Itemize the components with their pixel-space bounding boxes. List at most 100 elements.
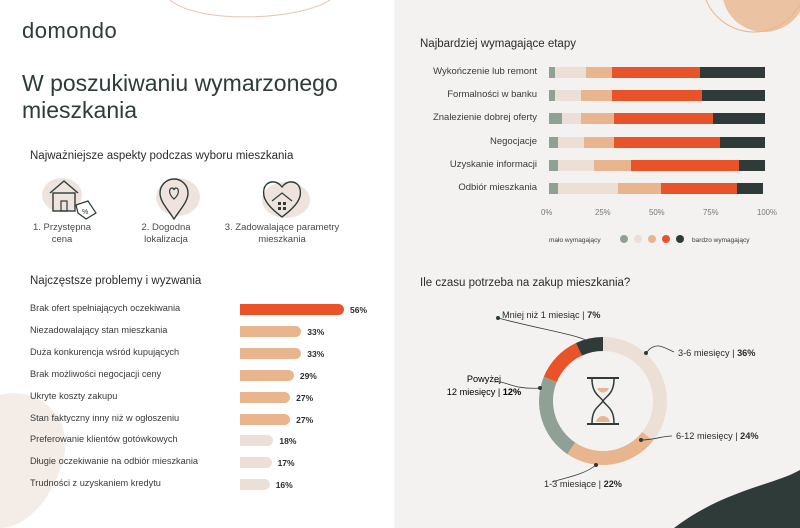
legend-dot [634,235,642,243]
x-tick-label: 100% [757,208,777,217]
stages-chart: Wykończenie lub remont Formalności w bank… [394,0,800,270]
stage-segment [631,159,740,171]
donut-slice [576,337,603,356]
problem-label: Brak ofert spełniających oczekiwania [30,303,181,313]
problem-label: Trudności z uzyskaniem kredytu [30,478,161,489]
problem-value-label: 33% [307,348,325,359]
donut-label: Powyżej [467,374,501,384]
stage-segment [739,159,765,171]
stages-chart-title: Najbardziej wymagające etapy [420,38,576,50]
x-tick-label: 50% [649,208,665,217]
stage-label: Formalności w banku [447,89,537,101]
stage-segment [719,136,765,148]
callout-line [497,317,589,342]
problem-value-label: 56% [350,305,368,315]
problem-bar [240,435,274,447]
callout-line [551,464,597,483]
donut-chart-title: Ile czasu potrzeba na zakup mieszkania? [420,277,631,289]
location-pin-heart-icon [159,178,189,221]
aspects-title: Najważniejsze aspekty podczas wyboru mie… [30,150,294,162]
legend-dot [620,235,628,243]
stage-segment [557,183,619,194]
callout-dot [594,463,598,467]
problem-value-label: 27% [296,392,314,403]
stage-segment [549,90,556,102]
legend-dot [662,235,670,243]
svg-text:%: % [82,209,88,216]
stage-segment [585,67,612,78]
problem-value-label: 18% [279,436,297,447]
stage-segment [549,183,558,194]
callout-line [645,345,675,354]
callout-dot [639,438,643,442]
stage-label: Wykończenie lub remont [433,66,537,77]
problem-label: Ukryte koszty zakupu [30,390,118,401]
stage-segment [611,90,703,102]
stage-label: Odbiór mieszkania [458,182,537,193]
donut-slice [539,376,576,455]
brand-logo[interactable]: domondo [22,18,118,43]
stage-label: Uzyskanie informacji [449,158,537,170]
stage-segment [561,113,582,125]
callout-dot [496,316,500,320]
x-tick-label: 0% [541,208,553,217]
callout-dot [538,386,542,390]
stage-label: Negocjacje [490,135,537,147]
stage-segment [549,159,558,171]
stage-segment [702,90,765,102]
stage-segment [661,183,737,194]
stage-segment [581,113,614,125]
problems-chart-title: Najczęstsze problemy i wyzwania [30,275,202,287]
problem-bar [240,347,302,359]
problem-label: Długie oczekiwanie na odbiór mieszkania [30,456,199,467]
right-panel: Najbardziej wymagające etapy Wykończenie… [394,0,800,528]
icon-background [262,182,310,218]
stage-segment [549,67,556,78]
stage-segment [549,113,562,125]
donut-label: 1-3 miesiące | 22% [544,479,622,489]
problem-label: Duża konkurencja wśród kupujących [30,346,180,357]
problem-bar [240,457,272,469]
heart-house-icon [262,181,302,218]
stage-segment [613,136,720,148]
problem-value-label: 27% [296,414,314,425]
stage-segment [700,67,765,78]
problem-value-label: 29% [299,370,317,381]
stage-label: Znalezienie dobrej oferty [432,112,537,124]
decorative-shapes [674,0,800,528]
callout-line [640,435,673,441]
problem-value-label: 17% [277,458,295,469]
problem-label: Stan faktyczny inny niż w ogłoszeniu [30,412,180,423]
stage-segment [581,90,612,102]
callout-line [493,381,541,389]
stage-segment [618,183,662,194]
x-tick-label: 25% [595,208,611,217]
house-price-tag-icon: % [49,180,97,220]
problem-label: Brak możliwości negocjacji ceny [30,368,162,379]
legend-left-label: mało wymagający [549,237,601,244]
stage-segment [549,136,558,148]
problem-value-label: 16% [275,480,293,491]
problem-bar [240,369,294,381]
problems-chart: Brak ofert spełniających oczekiwania 56% N… [0,0,394,528]
callout-dot [644,351,648,355]
problem-label: Niezadowalający stan mieszkania [30,324,168,335]
stage-segment [736,183,763,194]
donut-slice [567,432,654,465]
donut-chart: 3-6 miesięcy | 36% 6-12 miesięcy | 24% 1-3… [447,310,759,489]
aspect-label-location: 2. Dogodna lokalizacja [141,222,191,245]
problem-value-label: 33% [307,326,325,337]
problem-bar [240,304,344,315]
problem-bar [240,479,270,491]
donut-label: Mniej niż 1 miesiąc | 7% [502,310,600,320]
donut-label: 12 miesięcy | 12% [447,387,521,397]
problem-label: Preferowanie klientów gotówkowych [30,434,178,445]
legend-dot [648,235,656,243]
stage-segment [555,90,582,102]
donut-slice [603,337,667,441]
legend-dot [676,235,684,243]
stage-segment [611,67,701,78]
stage-segment [613,113,714,125]
left-panel: domondo W poszukiwaniu wymarzonego miesz… [0,0,394,528]
stage-segment [594,159,632,171]
